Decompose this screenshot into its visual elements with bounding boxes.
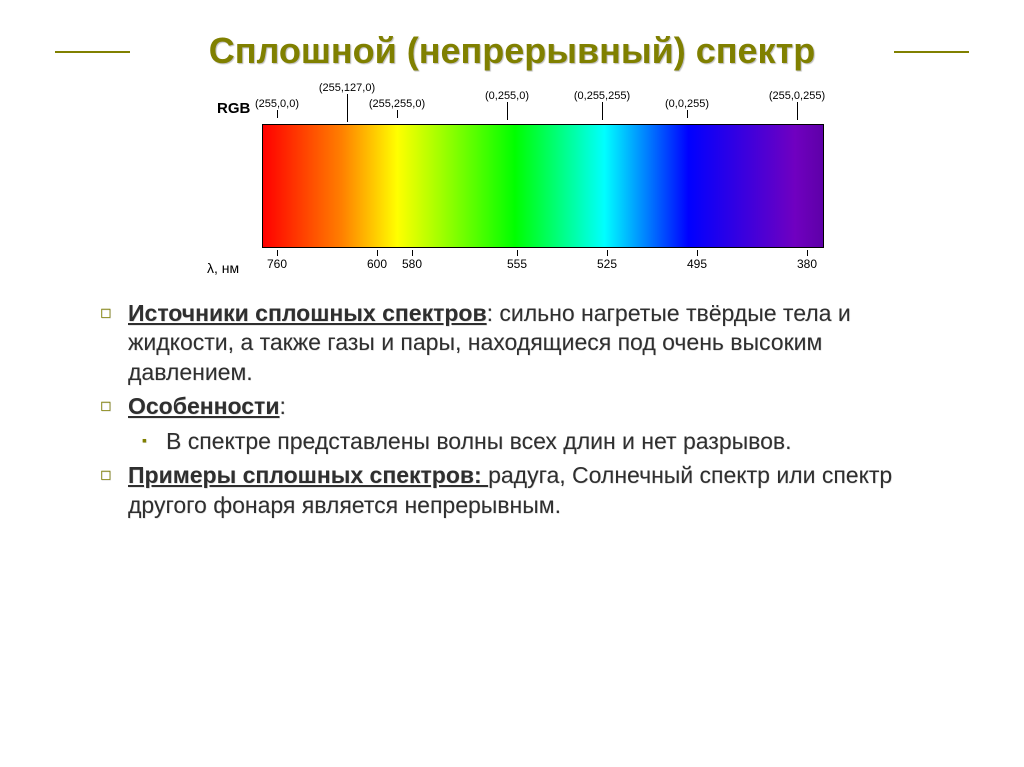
slide-title: Сплошной (непрерывный) спектр bbox=[189, 30, 835, 72]
lambda-tick: 525 bbox=[582, 250, 632, 271]
lambda-tick-stem bbox=[807, 250, 808, 256]
lambda-tick-label: 555 bbox=[492, 257, 542, 271]
lambda-tick-label: 760 bbox=[252, 257, 302, 271]
rgb-tick: (255,0,255) bbox=[757, 90, 837, 120]
subbullet-allwaves-text: В спектре представлены волны всех длин и… bbox=[166, 428, 792, 454]
lambda-tick-label: 580 bbox=[387, 257, 437, 271]
rgb-tick: (0,255,0) bbox=[467, 90, 547, 120]
lambda-tick: 380 bbox=[782, 250, 832, 271]
rgb-tick-stem bbox=[277, 110, 278, 118]
rgb-tick-stem bbox=[397, 110, 398, 118]
lambda-tick-stem bbox=[277, 250, 278, 256]
slide: Сплошной (непрерывный) спектр RGB (255,0… bbox=[0, 0, 1024, 767]
rgb-tick-label: (0,255,255) bbox=[562, 90, 642, 102]
lambda-axis: λ, нм 760600580555525495380 bbox=[207, 250, 817, 284]
rgb-tick-label: (255,255,0) bbox=[357, 98, 437, 110]
bullet-features-label: Особенности bbox=[128, 393, 279, 419]
content: Источники сплошных спектров: сильно нагр… bbox=[55, 299, 969, 520]
bullet-examples-label: Примеры сплошных спектров: bbox=[128, 462, 488, 488]
lambda-label: λ, нм bbox=[207, 260, 239, 276]
rgb-axis: RGB (255,0,0)(255,127,0)(255,255,0)(0,25… bbox=[207, 82, 817, 124]
bullet-sources-label: Источники сплошных спектров bbox=[128, 300, 487, 326]
rgb-tick-stem bbox=[507, 102, 508, 120]
lambda-tick-stem bbox=[412, 250, 413, 256]
bullet-features: Особенности: bbox=[100, 392, 944, 421]
lambda-tick: 495 bbox=[672, 250, 722, 271]
lambda-tick-stem bbox=[517, 250, 518, 256]
rgb-tick-stem bbox=[687, 110, 688, 118]
bullet-features-text: : bbox=[279, 393, 285, 419]
title-block: Сплошной (непрерывный) спектр bbox=[55, 30, 969, 72]
title-rule-left bbox=[55, 51, 130, 53]
lambda-tick-label: 380 bbox=[782, 257, 832, 271]
lambda-tick-label: 525 bbox=[582, 257, 632, 271]
lambda-tick-stem bbox=[377, 250, 378, 256]
lambda-tick: 555 bbox=[492, 250, 542, 271]
lambda-tick-label: 495 bbox=[672, 257, 722, 271]
lambda-tick: 760 bbox=[252, 250, 302, 271]
rgb-tick-stem bbox=[602, 102, 603, 120]
rgb-tick-label: (255,0,0) bbox=[237, 98, 317, 110]
spectrum-bar bbox=[262, 124, 824, 248]
rgb-tick-label: (255,127,0) bbox=[307, 82, 387, 94]
rgb-tick-stem bbox=[797, 102, 798, 120]
lambda-tick-stem bbox=[607, 250, 608, 256]
spectrum-chart: RGB (255,0,0)(255,127,0)(255,255,0)(0,25… bbox=[207, 82, 817, 284]
lambda-tick-stem bbox=[697, 250, 698, 256]
rgb-tick-label: (255,0,255) bbox=[757, 90, 837, 102]
rgb-tick: (255,255,0) bbox=[357, 98, 437, 118]
title-rule-right bbox=[894, 51, 969, 53]
rgb-tick-stem bbox=[347, 94, 348, 122]
rgb-tick: (0,255,255) bbox=[562, 90, 642, 120]
bullet-sources: Источники сплошных спектров: сильно нагр… bbox=[100, 299, 944, 387]
subbullet-allwaves: В спектре представлены волны всех длин и… bbox=[100, 427, 944, 456]
rgb-tick: (255,0,0) bbox=[237, 98, 317, 118]
rgb-tick: (0,0,255) bbox=[647, 98, 727, 118]
rgb-tick-label: (0,255,0) bbox=[467, 90, 547, 102]
lambda-tick: 580 bbox=[387, 250, 437, 271]
bullet-examples: Примеры сплошных спектров: радуга, Солне… bbox=[100, 461, 944, 520]
rgb-tick-label: (0,0,255) bbox=[647, 98, 727, 110]
